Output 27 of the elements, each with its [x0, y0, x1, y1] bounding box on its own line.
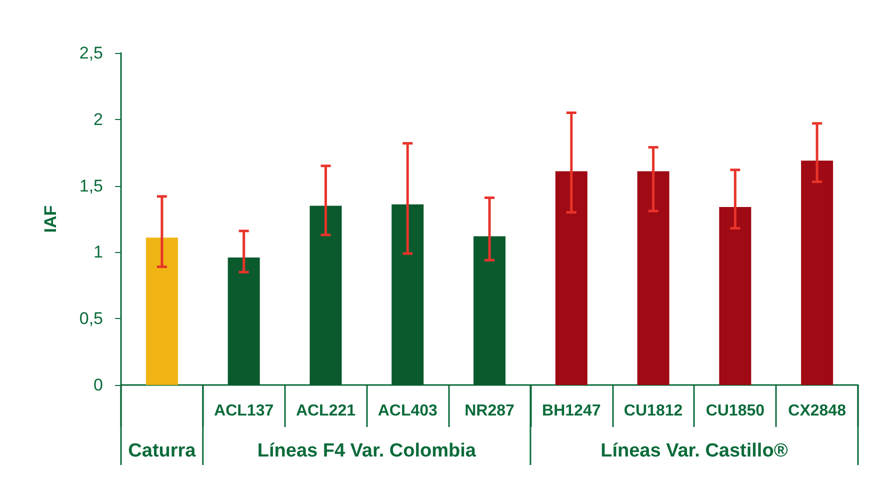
bar: [801, 160, 834, 385]
x-tick-label: NR287: [464, 402, 514, 420]
bar: [555, 171, 588, 385]
y-axis-title: IAF: [41, 205, 60, 233]
text: Líneas F4 Var. Colombia: [257, 440, 476, 462]
y-tick-label: 1,5: [79, 176, 103, 196]
y-tick-label: 2,5: [79, 44, 103, 62]
x-tick-label: BH1247: [542, 402, 601, 420]
bar: [474, 236, 506, 385]
x-tick-label: ACL403: [378, 402, 438, 420]
y-tick-label: 1: [94, 242, 103, 262]
x-tick-label: CU1812: [624, 402, 683, 420]
bar: [228, 258, 260, 385]
bar: [310, 206, 342, 385]
y-tick-label: 0,5: [79, 309, 103, 328]
bar: [392, 204, 424, 385]
x-tick-label: CU1850: [706, 402, 765, 420]
x-tick-label: ACL137: [214, 402, 274, 420]
bar: [146, 238, 178, 385]
x-tick-label: CX2848: [788, 402, 846, 420]
x-tick-label: ACL221: [296, 402, 356, 420]
bar: [637, 171, 670, 385]
bar: [719, 207, 752, 385]
text: Caturra: [128, 440, 196, 462]
text: Líneas Var. Castillo®: [600, 440, 788, 462]
y-tick-label: 2: [94, 110, 103, 129]
y-tick-label: 0: [94, 376, 103, 394]
